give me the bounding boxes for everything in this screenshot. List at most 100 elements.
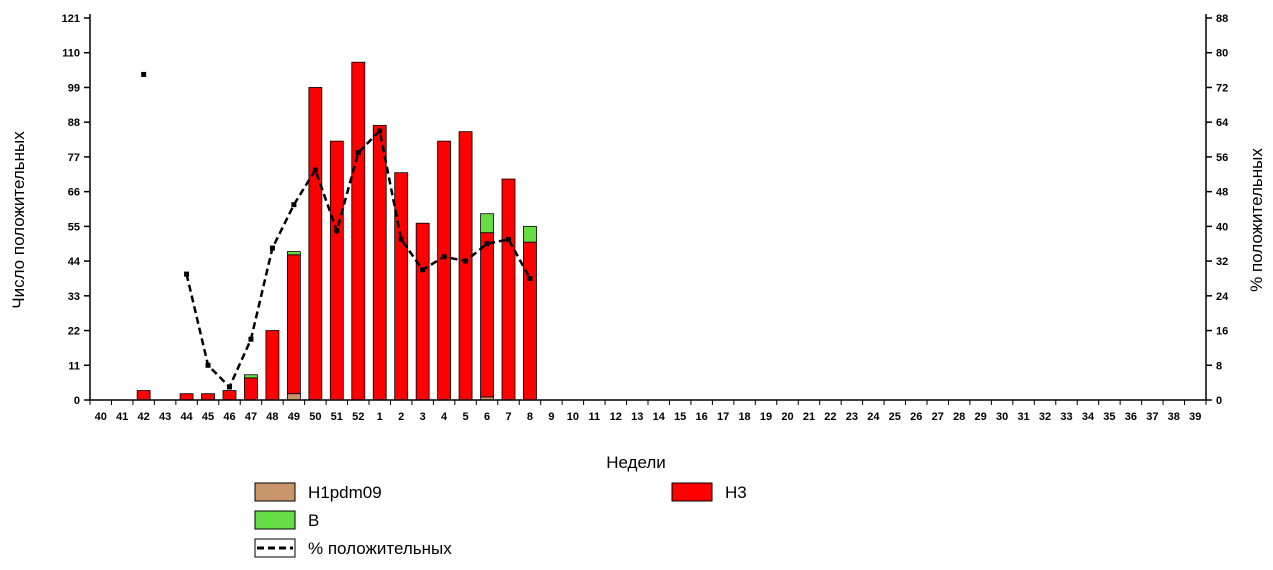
percent-point bbox=[463, 258, 469, 264]
bar-h3 bbox=[394, 172, 409, 401]
y2-tick-label: 56 bbox=[1216, 152, 1228, 164]
x-axis-title: Недели bbox=[606, 453, 666, 472]
legend-item: H1pdm09 bbox=[254, 482, 382, 502]
legend-label: H1pdm09 bbox=[308, 483, 382, 502]
x-tick-label: 23 bbox=[846, 411, 858, 423]
y-tick-label: 0 bbox=[74, 395, 80, 407]
y2-tick-label: 24 bbox=[1216, 291, 1229, 303]
percent-point bbox=[205, 362, 211, 368]
legend-swatch bbox=[671, 482, 713, 502]
x-tick-label: 19 bbox=[760, 411, 772, 423]
y-axis-title: Число положительных bbox=[9, 131, 28, 309]
bar-b bbox=[286, 251, 301, 256]
x-tick-label: 6 bbox=[484, 411, 490, 423]
percent-point bbox=[248, 336, 254, 342]
x-tick-label: 49 bbox=[288, 411, 300, 423]
bar-h3 bbox=[437, 140, 452, 401]
x-tick-label: 20 bbox=[781, 411, 793, 423]
x-tick-label: 33 bbox=[1060, 411, 1072, 423]
percent-point bbox=[506, 236, 511, 242]
y-tick-label: 99 bbox=[68, 82, 80, 94]
percent-point bbox=[141, 71, 147, 77]
y-tick-label: 66 bbox=[68, 187, 80, 199]
y-tick-label: 77 bbox=[68, 152, 80, 164]
bars bbox=[136, 61, 537, 401]
x-tick-label: 38 bbox=[1168, 411, 1180, 423]
bar-h3 bbox=[415, 222, 430, 401]
x-tick-label: 34 bbox=[1082, 411, 1095, 423]
y-tick-label: 22 bbox=[68, 326, 80, 338]
x-tick-label: 10 bbox=[567, 411, 579, 423]
bar-h3 bbox=[201, 393, 215, 401]
percent-point bbox=[377, 128, 383, 134]
bar-h3 bbox=[308, 87, 323, 401]
y2-tick-label: 80 bbox=[1216, 48, 1228, 60]
x-tick-label: 44 bbox=[180, 411, 193, 423]
percent-point bbox=[334, 228, 340, 234]
percent-point bbox=[441, 254, 447, 260]
x-tick-label: 22 bbox=[824, 411, 836, 423]
axes: 0112233445566778899110121081624324048566… bbox=[62, 13, 1229, 423]
x-tick-label: 45 bbox=[202, 411, 214, 423]
x-tick-label: 3 bbox=[420, 411, 426, 423]
x-tick-label: 25 bbox=[889, 411, 901, 423]
percent-point bbox=[398, 236, 404, 242]
y2-tick-label: 16 bbox=[1216, 326, 1228, 338]
bar-h3 bbox=[501, 178, 516, 401]
bar-b bbox=[523, 225, 537, 243]
bar-b bbox=[480, 213, 494, 234]
percent-point bbox=[527, 275, 533, 281]
x-tick-label: 29 bbox=[975, 411, 987, 423]
legend-swatch bbox=[254, 510, 296, 530]
bar-h3 bbox=[222, 390, 237, 401]
x-tick-label: 15 bbox=[674, 411, 686, 423]
percent-point bbox=[484, 241, 490, 247]
x-tick-label: 16 bbox=[696, 411, 708, 423]
x-tick-label: 51 bbox=[331, 411, 343, 423]
x-tick-label: 50 bbox=[309, 411, 321, 423]
x-tick-label: 11 bbox=[589, 411, 601, 423]
x-tick-label: 24 bbox=[867, 411, 880, 423]
bar-h1pdm09 bbox=[286, 393, 301, 401]
y-tick-label: 44 bbox=[68, 256, 81, 268]
y2-tick-label: 88 bbox=[1216, 13, 1228, 25]
x-tick-label: 48 bbox=[266, 411, 278, 423]
percent-line-group bbox=[141, 71, 533, 390]
y-tick-label: 88 bbox=[68, 117, 80, 129]
legend-item: B bbox=[254, 510, 319, 530]
x-tick-label: 39 bbox=[1189, 411, 1201, 423]
x-tick-label: 37 bbox=[1146, 411, 1158, 423]
x-tick-label: 14 bbox=[653, 411, 666, 423]
x-tick-label: 21 bbox=[803, 411, 815, 423]
x-tick-label: 4 bbox=[441, 411, 448, 423]
bar-h3 bbox=[179, 393, 194, 401]
x-tick-label: 30 bbox=[996, 411, 1008, 423]
y2-tick-label: 8 bbox=[1216, 360, 1222, 372]
x-tick-label: 17 bbox=[717, 411, 729, 423]
x-tick-label: 7 bbox=[505, 411, 511, 423]
x-tick-label: 36 bbox=[1125, 411, 1137, 423]
y2-tick-label: 48 bbox=[1216, 187, 1228, 199]
x-tick-label: 12 bbox=[610, 411, 622, 423]
bar-h3 bbox=[480, 232, 494, 398]
legend-swatch bbox=[254, 482, 296, 502]
bar-h3 bbox=[265, 330, 280, 401]
percent-point bbox=[355, 150, 361, 156]
x-tick-label: 8 bbox=[527, 411, 533, 423]
bar-h3 bbox=[286, 254, 301, 395]
y-tick-label: 110 bbox=[62, 48, 80, 60]
x-tick-label: 52 bbox=[352, 411, 364, 423]
x-tick-label: 46 bbox=[223, 411, 235, 423]
percent-point bbox=[291, 202, 297, 208]
percent-point bbox=[312, 167, 318, 173]
bar-h3 bbox=[351, 61, 366, 401]
percent-point bbox=[227, 384, 232, 390]
x-tick-label: 32 bbox=[1039, 411, 1051, 423]
bar-h3 bbox=[523, 241, 537, 401]
y2-tick-label: 0 bbox=[1216, 395, 1222, 407]
x-tick-label: 31 bbox=[1017, 411, 1029, 423]
y-tick-label: 55 bbox=[68, 221, 80, 233]
y2-tick-label: 32 bbox=[1216, 256, 1228, 268]
x-tick-label: 18 bbox=[738, 411, 750, 423]
